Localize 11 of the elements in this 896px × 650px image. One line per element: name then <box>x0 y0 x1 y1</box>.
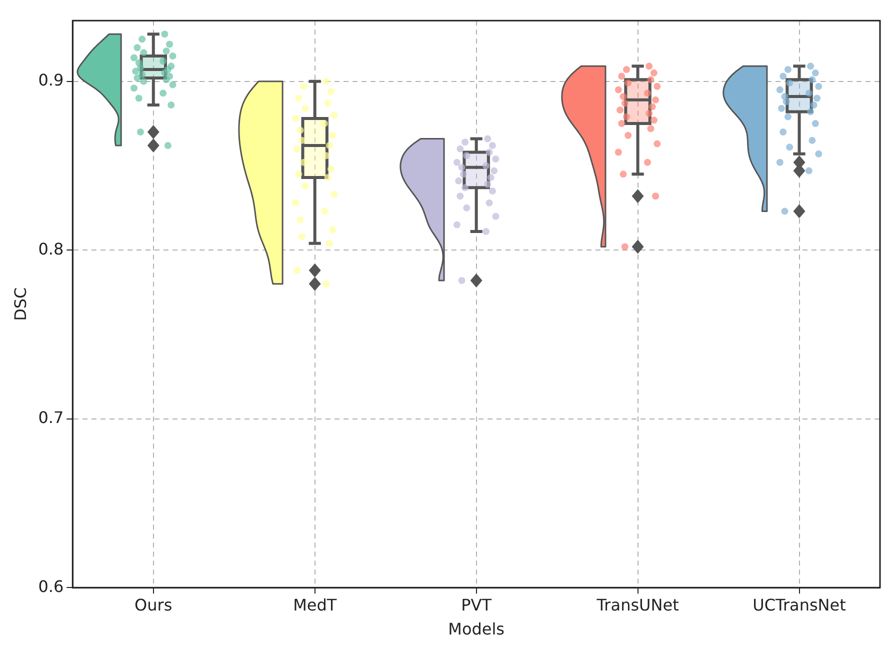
y-axis-title: DSC <box>10 287 30 321</box>
x-tick-label: Ours <box>134 595 172 614</box>
x-tick-label: TransUNet <box>596 595 679 614</box>
x-tick-label: MedT <box>293 595 337 614</box>
y-tick-label: 0.7 <box>38 408 64 428</box>
x-axis-title: Models <box>448 620 505 639</box>
y-tick-label: 0.9 <box>38 70 64 90</box>
x-tick-label: PVT <box>461 595 492 614</box>
y-tick-label: 0.8 <box>38 239 64 258</box>
x-tick-label: UCTransNet <box>752 595 846 614</box>
y-tick-label: 0.6 <box>38 576 64 596</box>
